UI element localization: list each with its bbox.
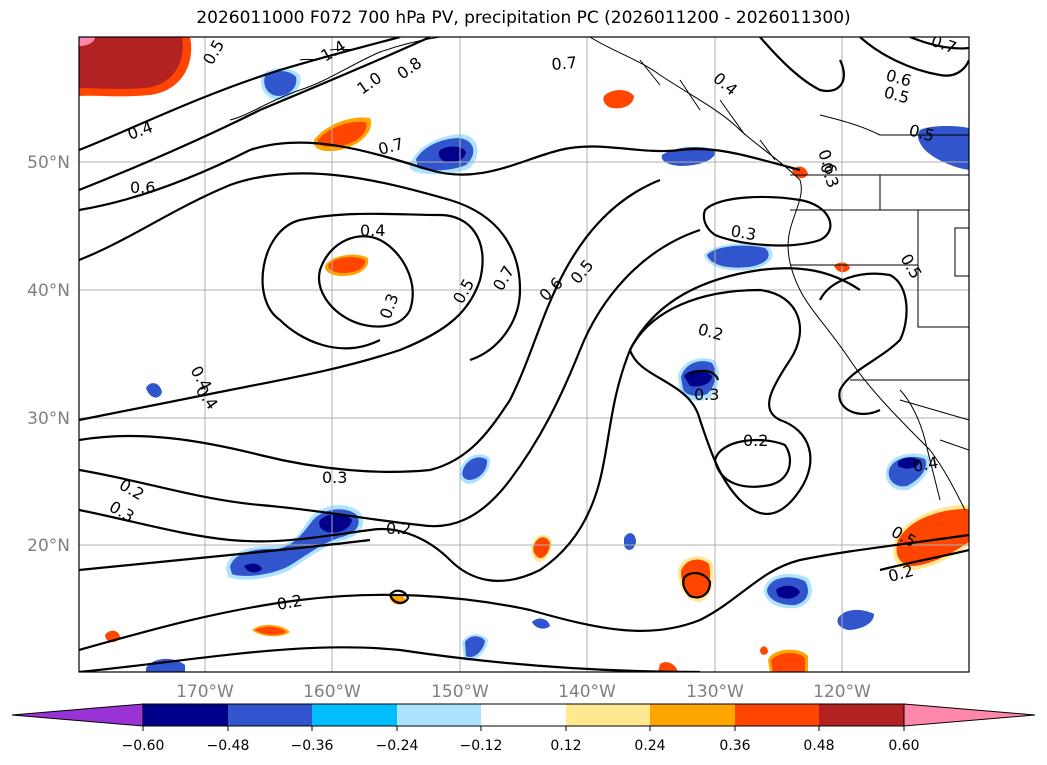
pv-contours: [79, 37, 969, 672]
colorbar-segment: [228, 704, 312, 726]
colorbar-segment: [650, 704, 735, 726]
colorbar-tick-label: 0.24: [634, 738, 665, 754]
contour-label: 0.3: [322, 468, 347, 487]
contour-label: 0.2: [386, 519, 411, 538]
contour-label: 0.2: [275, 591, 303, 614]
contour-label: 0.3: [729, 221, 757, 244]
colorbar: −0.60 −0.48 −0.36 −0.24 −0.12 0.12 0.24 …: [11, 703, 1036, 754]
lat-label-30n: 30°N: [27, 409, 70, 429]
contour-label: 0.2: [743, 431, 768, 450]
colorbar-tick-label: 0.60: [888, 738, 919, 754]
coastlines: [229, 37, 969, 511]
lon-label-170w: 170°W: [176, 682, 234, 702]
colorbar-tick-label: 0.36: [719, 738, 750, 754]
colorbar-tick-label: −0.36: [291, 738, 334, 754]
colorbar-segment: [11, 703, 144, 727]
lon-label-130w: 130°W: [686, 682, 744, 702]
colorbar-segment: [735, 704, 819, 726]
longitude-labels: 170°W 160°W 150°W 140°W 130°W 120°W: [176, 682, 871, 702]
colorbar-tick-label: −0.12: [460, 738, 503, 754]
contour-label: 0.6: [130, 178, 155, 197]
contour-label: 0.7: [551, 53, 578, 74]
colorbar-tick-label: 0.48: [803, 738, 834, 754]
colorbar-segment: [397, 704, 481, 726]
lat-label-20n: 20°N: [27, 536, 70, 556]
lat-label-40n: 40°N: [27, 281, 70, 301]
colorbar-segment: [566, 704, 650, 726]
contour-label: 0.4: [360, 221, 385, 240]
colorbar-segment: [143, 704, 228, 726]
map-title: 2026011000 F072 700 hPa PV, precipitatio…: [196, 8, 851, 28]
colorbar-tick-label: −0.60: [122, 738, 165, 754]
lon-label-160w: 160°W: [303, 682, 361, 702]
lon-label-140w: 140°W: [558, 682, 616, 702]
contour-label: 0.3: [694, 385, 719, 404]
contour-label: 0.4: [911, 453, 939, 476]
latitude-labels: 50°N 40°N 30°N 20°N: [27, 153, 70, 556]
colorbar-tick-label: 0.12: [550, 738, 581, 754]
colorbar-segment: [312, 704, 397, 726]
colorbar-segment: [481, 704, 566, 726]
precip-shading: [79, 37, 969, 672]
colorbar-segment: [903, 703, 1036, 727]
colorbar-tick-label: −0.48: [207, 738, 250, 754]
map-frame: [78, 36, 970, 673]
colorbar-ticks: −0.60 −0.48 −0.36 −0.24 −0.12 0.12 0.24 …: [122, 726, 920, 754]
lon-label-120w: 120°W: [813, 682, 871, 702]
colorbar-segment: [819, 704, 904, 726]
colorbar-tick-label: −0.24: [376, 738, 419, 754]
lat-label-50n: 50°N: [27, 153, 70, 173]
lon-label-150w: 150°W: [431, 682, 489, 702]
